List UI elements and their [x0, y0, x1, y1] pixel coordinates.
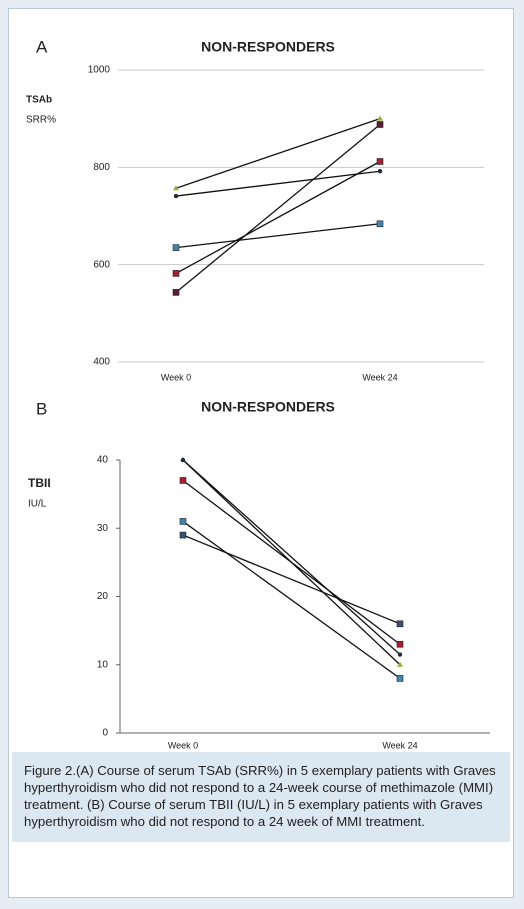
y-tick-label: 800 — [93, 162, 110, 173]
series-line — [182, 534, 401, 625]
marker — [397, 661, 403, 667]
chart-title: NON-RESPONDERS — [201, 399, 335, 415]
y-axis-label: IU/L — [28, 499, 47, 510]
marker — [396, 620, 404, 628]
marker — [172, 244, 180, 251]
marker — [376, 158, 384, 165]
series-line — [175, 170, 381, 197]
x-tick-label: Week 24 — [382, 740, 417, 750]
y-tick-label: 10 — [97, 659, 109, 670]
y-tick-label: 0 — [102, 728, 108, 739]
marker — [180, 457, 186, 463]
marker — [396, 675, 404, 682]
y-axis-label: TBII — [28, 476, 51, 490]
marker — [396, 640, 404, 648]
y-tick-label: 30 — [97, 523, 109, 534]
chart-title: NON-RESPONDERS — [201, 39, 335, 55]
y-tick-label: 600 — [93, 259, 110, 270]
marker — [179, 531, 187, 539]
series-line — [175, 118, 381, 189]
x-tick-label: Week 0 — [168, 740, 198, 750]
marker — [179, 518, 187, 525]
caption: Figure 2.(A) Course of serum TSAb (SRR%)… — [12, 752, 510, 842]
series-line — [175, 124, 381, 293]
marker — [172, 270, 180, 277]
marker — [172, 289, 180, 296]
marker — [376, 220, 384, 228]
y-tick-label: 20 — [97, 591, 109, 602]
series-line — [175, 160, 381, 274]
figure-frame — [8, 8, 514, 898]
marker — [377, 115, 383, 121]
marker — [397, 652, 403, 657]
marker — [377, 169, 383, 174]
marker — [173, 185, 179, 191]
series-line — [182, 520, 401, 679]
y-tick-label: 400 — [93, 357, 110, 368]
panel-label: A — [36, 37, 48, 56]
y-tick-label: 1000 — [88, 65, 111, 76]
series-line — [182, 479, 401, 645]
y-axis-label: TSAb — [26, 95, 52, 106]
series-line — [175, 223, 381, 249]
x-tick-label: Week 24 — [362, 372, 397, 382]
panel-label: B — [36, 399, 47, 418]
marker — [173, 193, 179, 199]
y-tick-label: 40 — [97, 455, 109, 466]
charts: A NON-RESPONDERSTSAbSRR%4006008001000Week… — [26, 37, 490, 750]
y-axis-label: SRR% — [26, 115, 56, 126]
marker — [376, 121, 384, 128]
x-tick-label: Week 0 — [161, 372, 191, 382]
marker — [179, 477, 187, 484]
series-line — [182, 459, 401, 655]
